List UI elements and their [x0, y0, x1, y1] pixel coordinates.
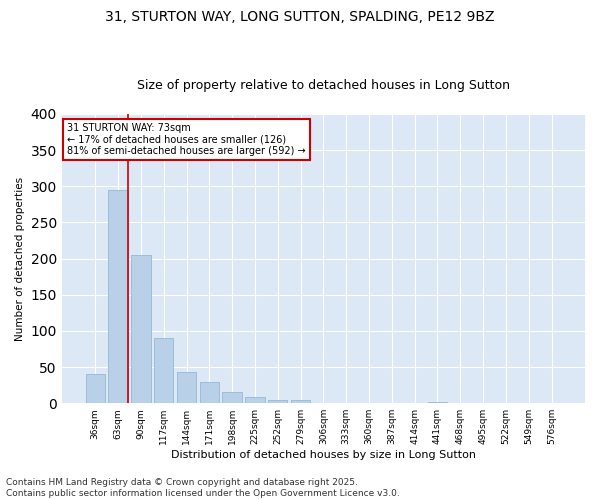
Bar	[223, 392, 242, 403]
Bar	[154, 338, 173, 403]
Bar	[177, 372, 196, 403]
Bar	[200, 382, 219, 403]
Bar	[86, 374, 105, 403]
Bar	[428, 402, 447, 403]
Title: Size of property relative to detached houses in Long Sutton: Size of property relative to detached ho…	[137, 79, 510, 92]
Bar	[109, 190, 128, 403]
Bar	[245, 396, 265, 403]
X-axis label: Distribution of detached houses by size in Long Sutton: Distribution of detached houses by size …	[171, 450, 476, 460]
Text: Contains HM Land Registry data © Crown copyright and database right 2025.
Contai: Contains HM Land Registry data © Crown c…	[6, 478, 400, 498]
Bar	[291, 400, 310, 403]
Y-axis label: Number of detached properties: Number of detached properties	[15, 176, 25, 340]
Text: 31, STURTON WAY, LONG SUTTON, SPALDING, PE12 9BZ: 31, STURTON WAY, LONG SUTTON, SPALDING, …	[105, 10, 495, 24]
Text: 31 STURTON WAY: 73sqm
← 17% of detached houses are smaller (126)
81% of semi-det: 31 STURTON WAY: 73sqm ← 17% of detached …	[67, 122, 305, 156]
Bar	[268, 400, 287, 403]
Bar	[131, 255, 151, 403]
